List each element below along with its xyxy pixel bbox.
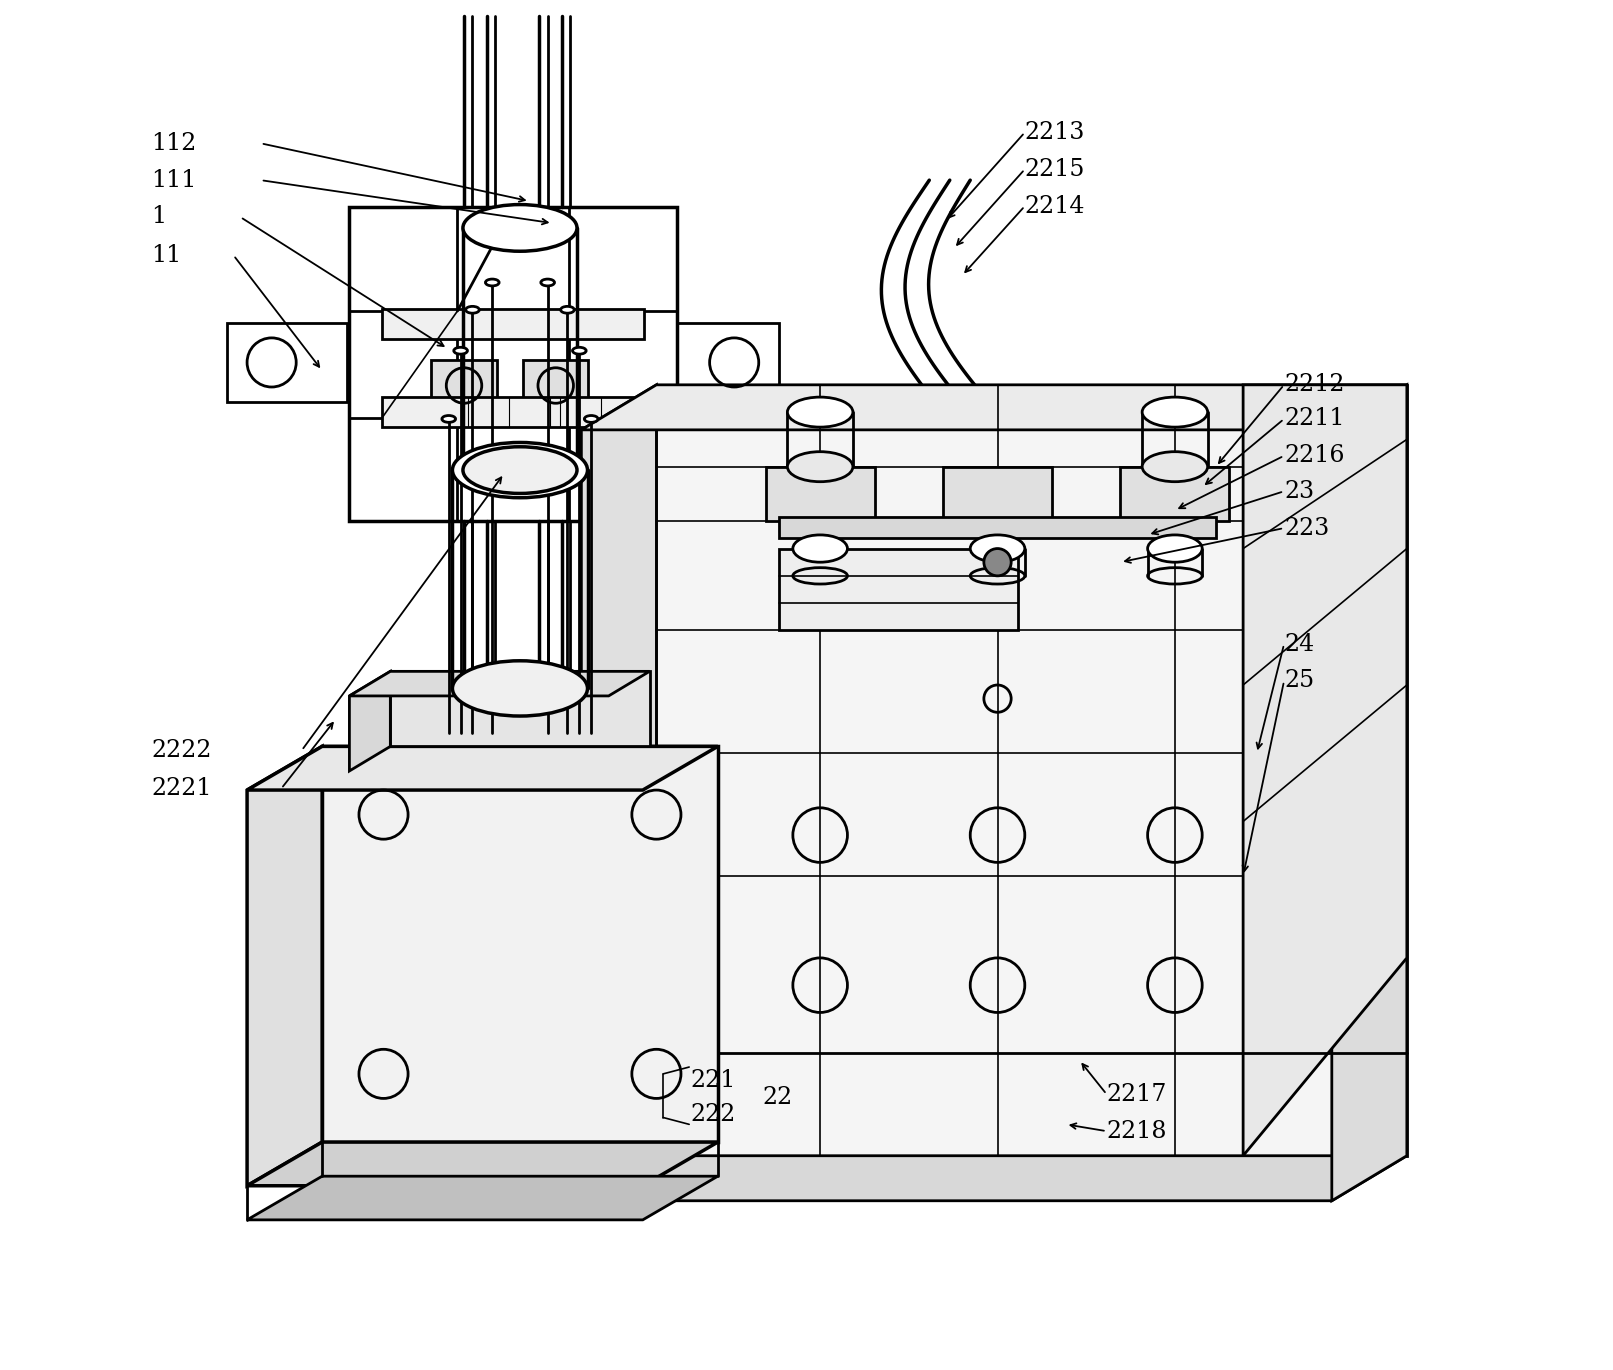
Polygon shape [247,1177,718,1219]
Ellipse shape [442,415,455,422]
Text: 25: 25 [1284,670,1315,692]
Text: 11: 11 [152,244,182,267]
Text: 2222: 2222 [152,738,211,762]
Circle shape [984,548,1011,575]
Polygon shape [350,671,650,696]
Text: 223: 223 [1284,516,1329,540]
Text: 221: 221 [690,1069,736,1092]
Ellipse shape [573,348,586,353]
Bar [1121,467,1229,521]
Text: 23: 23 [1284,479,1315,503]
Ellipse shape [561,307,574,314]
Text: 1: 1 [152,206,166,229]
Bar [944,467,1052,521]
Bar [382,310,644,340]
Polygon shape [350,671,390,771]
Polygon shape [656,385,1407,1156]
Text: 2215: 2215 [1024,158,1086,181]
Ellipse shape [452,660,587,717]
Text: 2221: 2221 [152,777,211,800]
Ellipse shape [486,279,498,286]
Ellipse shape [584,415,598,422]
Bar [677,323,779,401]
Polygon shape [1332,385,1407,1200]
Text: 24: 24 [1284,633,1315,656]
Text: 2216: 2216 [1284,444,1345,467]
Ellipse shape [1142,397,1208,427]
Polygon shape [581,385,1407,430]
Bar [382,397,644,427]
Text: 222: 222 [690,1103,736,1126]
Polygon shape [247,747,718,790]
Ellipse shape [452,443,587,497]
Polygon shape [390,671,650,747]
Text: 2218: 2218 [1107,1119,1168,1143]
Text: 111: 111 [152,169,197,192]
Bar [431,359,497,411]
Text: 2217: 2217 [1107,1082,1168,1106]
Text: 2212: 2212 [1284,373,1345,396]
Bar [779,516,1216,537]
Ellipse shape [787,452,853,482]
Ellipse shape [453,348,468,353]
Text: 2214: 2214 [1024,195,1086,218]
Bar [350,207,677,521]
Text: 112: 112 [152,132,197,155]
Ellipse shape [463,204,577,251]
Ellipse shape [1142,452,1208,482]
Polygon shape [581,1156,1407,1200]
Ellipse shape [540,279,555,286]
Ellipse shape [466,307,479,314]
Polygon shape [247,747,323,1186]
Polygon shape [247,1143,718,1186]
Ellipse shape [971,534,1024,562]
Bar [226,323,347,401]
Ellipse shape [1147,534,1202,562]
Polygon shape [1244,385,1407,1156]
Text: 2213: 2213 [1024,121,1086,144]
Ellipse shape [794,534,847,562]
Bar [523,359,589,411]
Text: 22: 22 [763,1085,794,1108]
Ellipse shape [787,397,853,427]
Polygon shape [323,747,718,1143]
Ellipse shape [463,447,577,493]
Bar [766,467,874,521]
Text: 2211: 2211 [1284,407,1345,430]
Bar [779,548,1018,630]
Polygon shape [581,385,656,1200]
